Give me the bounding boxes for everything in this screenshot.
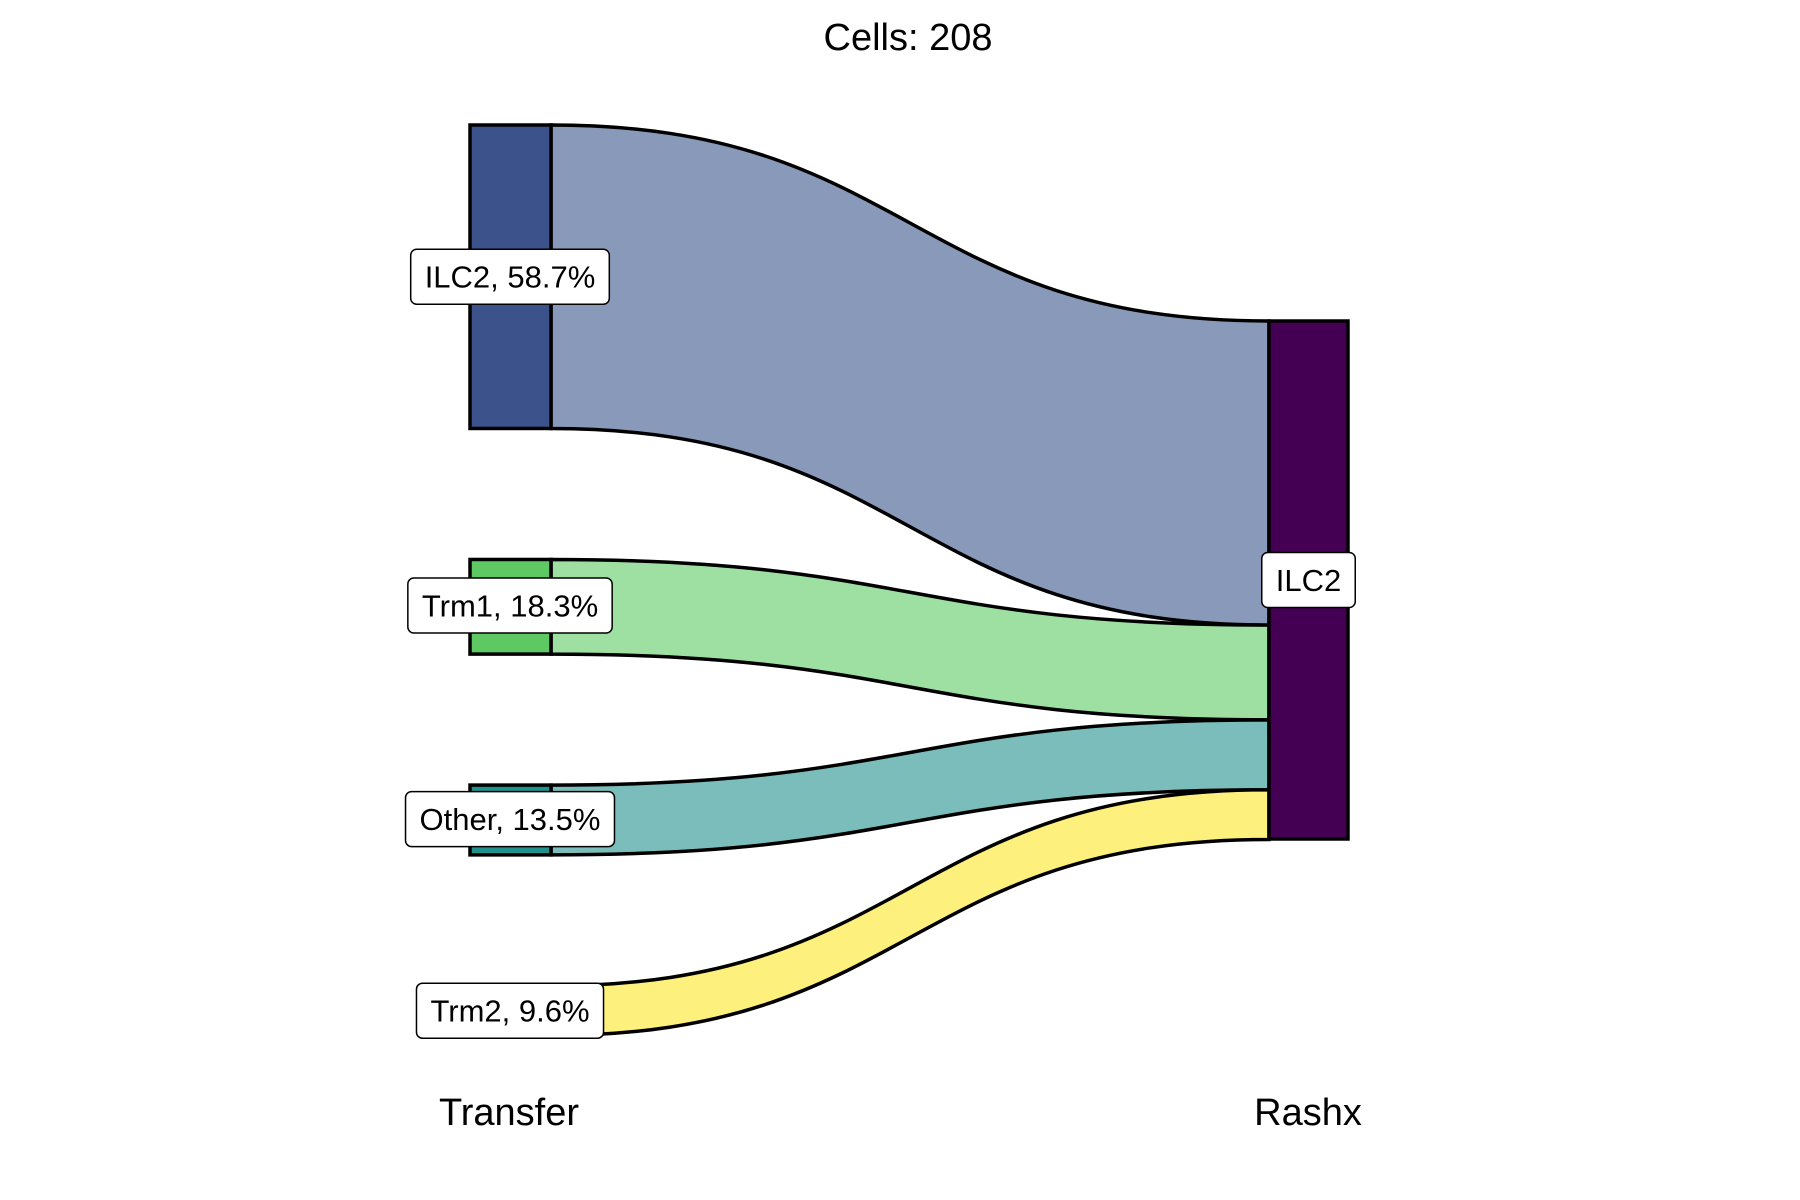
axis-label-transfer: Transfer (439, 1092, 579, 1134)
flow-ilc2-to-ilc2 (549, 123, 1271, 627)
label-right-ilc2-text: ILC2 (1276, 563, 1341, 598)
label-left-trm2-box (415, 982, 605, 1039)
label-left-other-box (404, 790, 616, 848)
axis-label-rashx: Rashx (1254, 1092, 1362, 1134)
label-left-ilc2-text: ILC2, 58.7% (425, 260, 596, 295)
label-left-trm1-box (407, 577, 613, 634)
label-right-ilc2-box (1261, 551, 1356, 609)
labels-layer: ILC2, 58.7% Trm1, 18.3% Other, 13.5% Trm2, … (404, 248, 1356, 1039)
label-left-ilc2-box (409, 248, 611, 305)
flows-layer (549, 123, 1271, 1038)
label-left-trm2-text: Trm2, 9.6% (430, 994, 589, 1029)
label-left-other-text: Other, 13.5% (420, 802, 601, 837)
label-left-trm1-text: Trm1, 18.3% (422, 588, 598, 623)
chart-title: Cells: 208 (824, 17, 993, 59)
